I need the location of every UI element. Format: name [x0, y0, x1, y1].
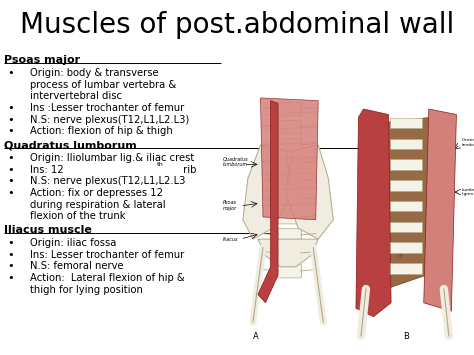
Text: Action: fix or depresses 12: Action: fix or depresses 12	[30, 188, 163, 198]
Text: •: •	[7, 153, 14, 163]
Text: flexion of the trunk: flexion of the trunk	[30, 211, 125, 222]
FancyBboxPatch shape	[277, 229, 301, 242]
Text: B: B	[403, 332, 409, 341]
Bar	[390, 180, 422, 191]
Polygon shape	[381, 117, 431, 289]
Bar	[390, 138, 422, 149]
Text: intervertebral disc: intervertebral disc	[30, 91, 122, 102]
Text: •: •	[7, 250, 14, 260]
Bar	[390, 222, 422, 232]
Text: Origin: iliac fossa: Origin: iliac fossa	[30, 238, 116, 248]
FancyBboxPatch shape	[277, 157, 301, 170]
Text: N.S: nerve plexus(T12,L1,L2.L3): N.S: nerve plexus(T12,L1,L2.L3)	[30, 115, 189, 125]
Text: Ins :Lesser trochanter of femur: Ins :Lesser trochanter of femur	[30, 103, 184, 113]
Text: N.S: femoral nerve: N.S: femoral nerve	[30, 262, 124, 272]
Text: rib: rib	[180, 165, 196, 175]
Bar	[390, 263, 422, 274]
Bar	[390, 159, 422, 170]
Text: Action: flexion of hip & thigh: Action: flexion of hip & thigh	[30, 126, 173, 136]
Text: •: •	[7, 238, 14, 248]
Text: Iliacus muscle: Iliacus muscle	[4, 225, 91, 235]
Polygon shape	[424, 109, 456, 311]
Polygon shape	[301, 0, 474, 45]
Text: th: th	[156, 162, 163, 167]
Bar	[390, 242, 422, 253]
Text: •: •	[7, 126, 14, 136]
Text: Ins: 12: Ins: 12	[30, 165, 64, 175]
Polygon shape	[258, 239, 318, 267]
Text: Lumbricossal
ligmn: Lumbricossal ligmn	[461, 188, 474, 196]
FancyBboxPatch shape	[277, 264, 301, 278]
Text: Psoas major: Psoas major	[4, 55, 80, 65]
Text: •: •	[7, 273, 14, 283]
Polygon shape	[285, 145, 333, 239]
Text: thigh for lying position: thigh for lying position	[30, 285, 143, 295]
Text: •: •	[7, 115, 14, 125]
Text: Psoas
major: Psoas major	[223, 201, 237, 211]
Text: during respiration & lateral: during respiration & lateral	[30, 200, 165, 210]
Text: Iliacus: Iliacus	[223, 237, 239, 242]
Bar	[390, 201, 422, 212]
Text: Action:  Lateral flexion of hip &: Action: Lateral flexion of hip &	[30, 273, 184, 283]
Polygon shape	[243, 145, 293, 239]
Text: Quadratus
lumborum: Quadratus lumborum	[223, 156, 249, 167]
Text: •: •	[7, 165, 14, 175]
Text: Central
tendon: Central tendon	[461, 138, 474, 147]
FancyBboxPatch shape	[277, 247, 301, 260]
Text: Ins: Lesser trochanter of femur: Ins: Lesser trochanter of femur	[30, 250, 184, 260]
Polygon shape	[261, 98, 318, 220]
Text: •: •	[7, 68, 14, 78]
Text: •: •	[7, 103, 14, 113]
Polygon shape	[258, 101, 278, 303]
Bar	[390, 118, 422, 129]
Text: A: A	[253, 332, 258, 341]
FancyBboxPatch shape	[277, 193, 301, 206]
Text: process of lumbar vertebra &: process of lumbar vertebra &	[30, 80, 176, 90]
Polygon shape	[356, 109, 391, 317]
Text: •: •	[7, 188, 14, 198]
FancyBboxPatch shape	[277, 175, 301, 188]
Text: •: •	[7, 176, 14, 186]
Text: Origin: body & transverse: Origin: body & transverse	[30, 68, 158, 78]
Text: •: •	[7, 262, 14, 272]
Text: Origin: Iliolumbar lig.& iliac crest: Origin: Iliolumbar lig.& iliac crest	[30, 153, 194, 163]
Text: Muscles of post.abdominal wall: Muscles of post.abdominal wall	[20, 11, 454, 39]
Text: N.S: nerve plexus(T12,L1,L2.L3: N.S: nerve plexus(T12,L1,L2.L3	[30, 176, 185, 186]
FancyBboxPatch shape	[277, 138, 301, 152]
FancyBboxPatch shape	[277, 121, 301, 134]
Text: Quadratus
& Iliacus: Quadratus & Iliacus	[370, 257, 392, 266]
FancyBboxPatch shape	[277, 211, 301, 224]
Text: Quadratus lumborum: Quadratus lumborum	[4, 140, 137, 150]
FancyBboxPatch shape	[277, 103, 301, 116]
